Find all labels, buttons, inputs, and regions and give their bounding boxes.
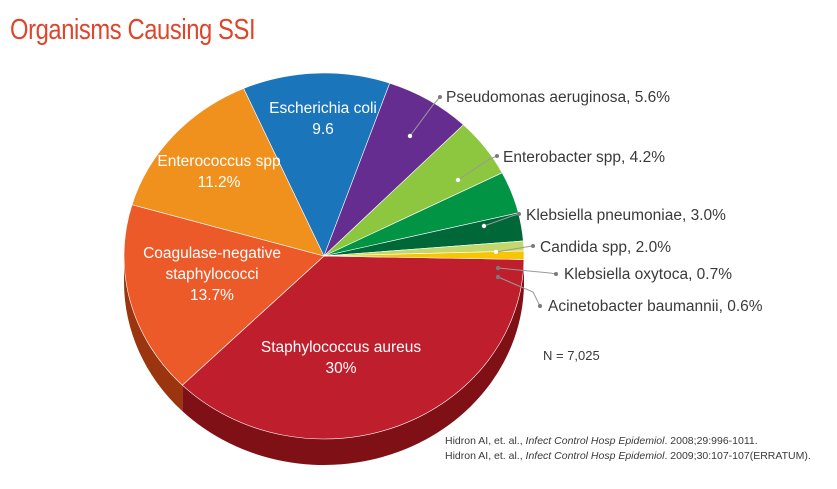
pie-slices <box>123 72 525 440</box>
slice-label-enterococcus-spp: Enterococcus spp 11.2% <box>157 153 280 191</box>
slice-staphylococcus-aureus <box>181 255 525 440</box>
callout-klebsiella-pneumoniae: Klebsiella pneumoniae, 3.0% <box>481 207 726 229</box>
leader-line <box>483 213 520 227</box>
slice-label-enterobacter-spp: Enterobacter spp, 4.2% <box>503 149 665 166</box>
leader-end-dot <box>438 95 442 99</box>
leader-end-dot <box>538 304 542 308</box>
leader-line <box>495 245 534 253</box>
leader-line <box>497 267 557 275</box>
leader-line <box>409 96 441 137</box>
slice-name: Escherichia coli <box>269 100 377 117</box>
leader-dot <box>407 133 413 139</box>
slice-value: 30% <box>325 360 356 377</box>
citation-1: Hidron AI, et. al., Infect Control Hosp … <box>445 435 758 447</box>
slice-label-staphylococcus-aureus: Staphylococcus aureus 30% <box>261 339 422 377</box>
leader-end-dot <box>495 154 499 158</box>
slice-escherichia-coli <box>243 72 391 257</box>
leader-end-dot <box>517 212 521 216</box>
chart-title: Organisms Causing SSI <box>10 14 256 46</box>
pie-3d-side <box>124 256 524 465</box>
slice-side-staphylococcus-aureus <box>182 259 524 465</box>
slice-label-acinetobacter-baumannii: Acinetobacter baumannii, 0.6% <box>548 298 763 315</box>
sample-size-note: N = 7,025 <box>543 348 600 363</box>
slice-value: 9.6 <box>312 121 334 138</box>
slice-acinetobacter-baumannii <box>323 250 525 260</box>
callout-klebsiella-oxytoca: Klebsiella oxytoca, 0.7% <box>495 265 732 283</box>
leader-line <box>457 155 498 181</box>
citation-2: Hidron AI, et. al., Infect Control Hosp … <box>445 450 811 462</box>
slice-value: 13.7% <box>190 287 234 304</box>
leader-dot <box>455 177 461 183</box>
leader-dot <box>495 274 501 280</box>
leader-dot <box>493 249 499 255</box>
slice-name: staphylococci <box>165 266 258 283</box>
slice-label-escherichia-coli: Escherichia coli 9.6 <box>269 100 377 138</box>
slice-enterococcus-spp <box>131 88 325 257</box>
slice-side-coagulase-negative-staphylococci <box>124 256 183 412</box>
leader-dot <box>481 223 487 229</box>
callout-acinetobacter-baumannii: Acinetobacter baumannii, 0.6% <box>495 274 763 315</box>
callout-candida-spp: Candida spp, 2.0% <box>493 239 671 256</box>
slice-label-klebsiella-pneumoniae: Klebsiella pneumoniae, 3.0% <box>526 207 726 224</box>
leader-dot <box>495 265 501 271</box>
slice-label-pseudomonas-aeruginosa: Pseudomonas aeruginosa, 5.6% <box>446 89 670 106</box>
slice-coagulase-negative-staphylococci <box>123 204 325 386</box>
leader-line <box>497 276 541 307</box>
leader-end-dot <box>554 272 558 276</box>
callout-pseudomonas-aeruginosa: Pseudomonas aeruginosa, 5.6% <box>407 89 670 139</box>
slice-label-coagulase-negative-staphylococci: Coagulase-negative staphylococci 13.7% <box>143 245 281 304</box>
slice-name: Staphylococcus aureus <box>261 339 422 356</box>
callout-enterobacter-spp: Enterobacter spp, 4.2% <box>455 149 665 183</box>
slice-label-klebsiella-oxytoca: Klebsiella oxytoca, 0.7% <box>564 266 732 283</box>
pie-labels: Staphylococcus aureus 30% Coagulase-negati… <box>143 89 763 377</box>
leader-end-dot <box>531 244 535 248</box>
slice-name: Enterococcus spp <box>157 153 280 170</box>
slice-label-candida-spp: Candida spp, 2.0% <box>540 239 671 256</box>
slice-name: Coagulase-negative <box>143 245 281 262</box>
citations: Hidron AI, et. al., Infect Control Hosp … <box>445 434 811 464</box>
slice-value: 11.2% <box>198 174 241 191</box>
